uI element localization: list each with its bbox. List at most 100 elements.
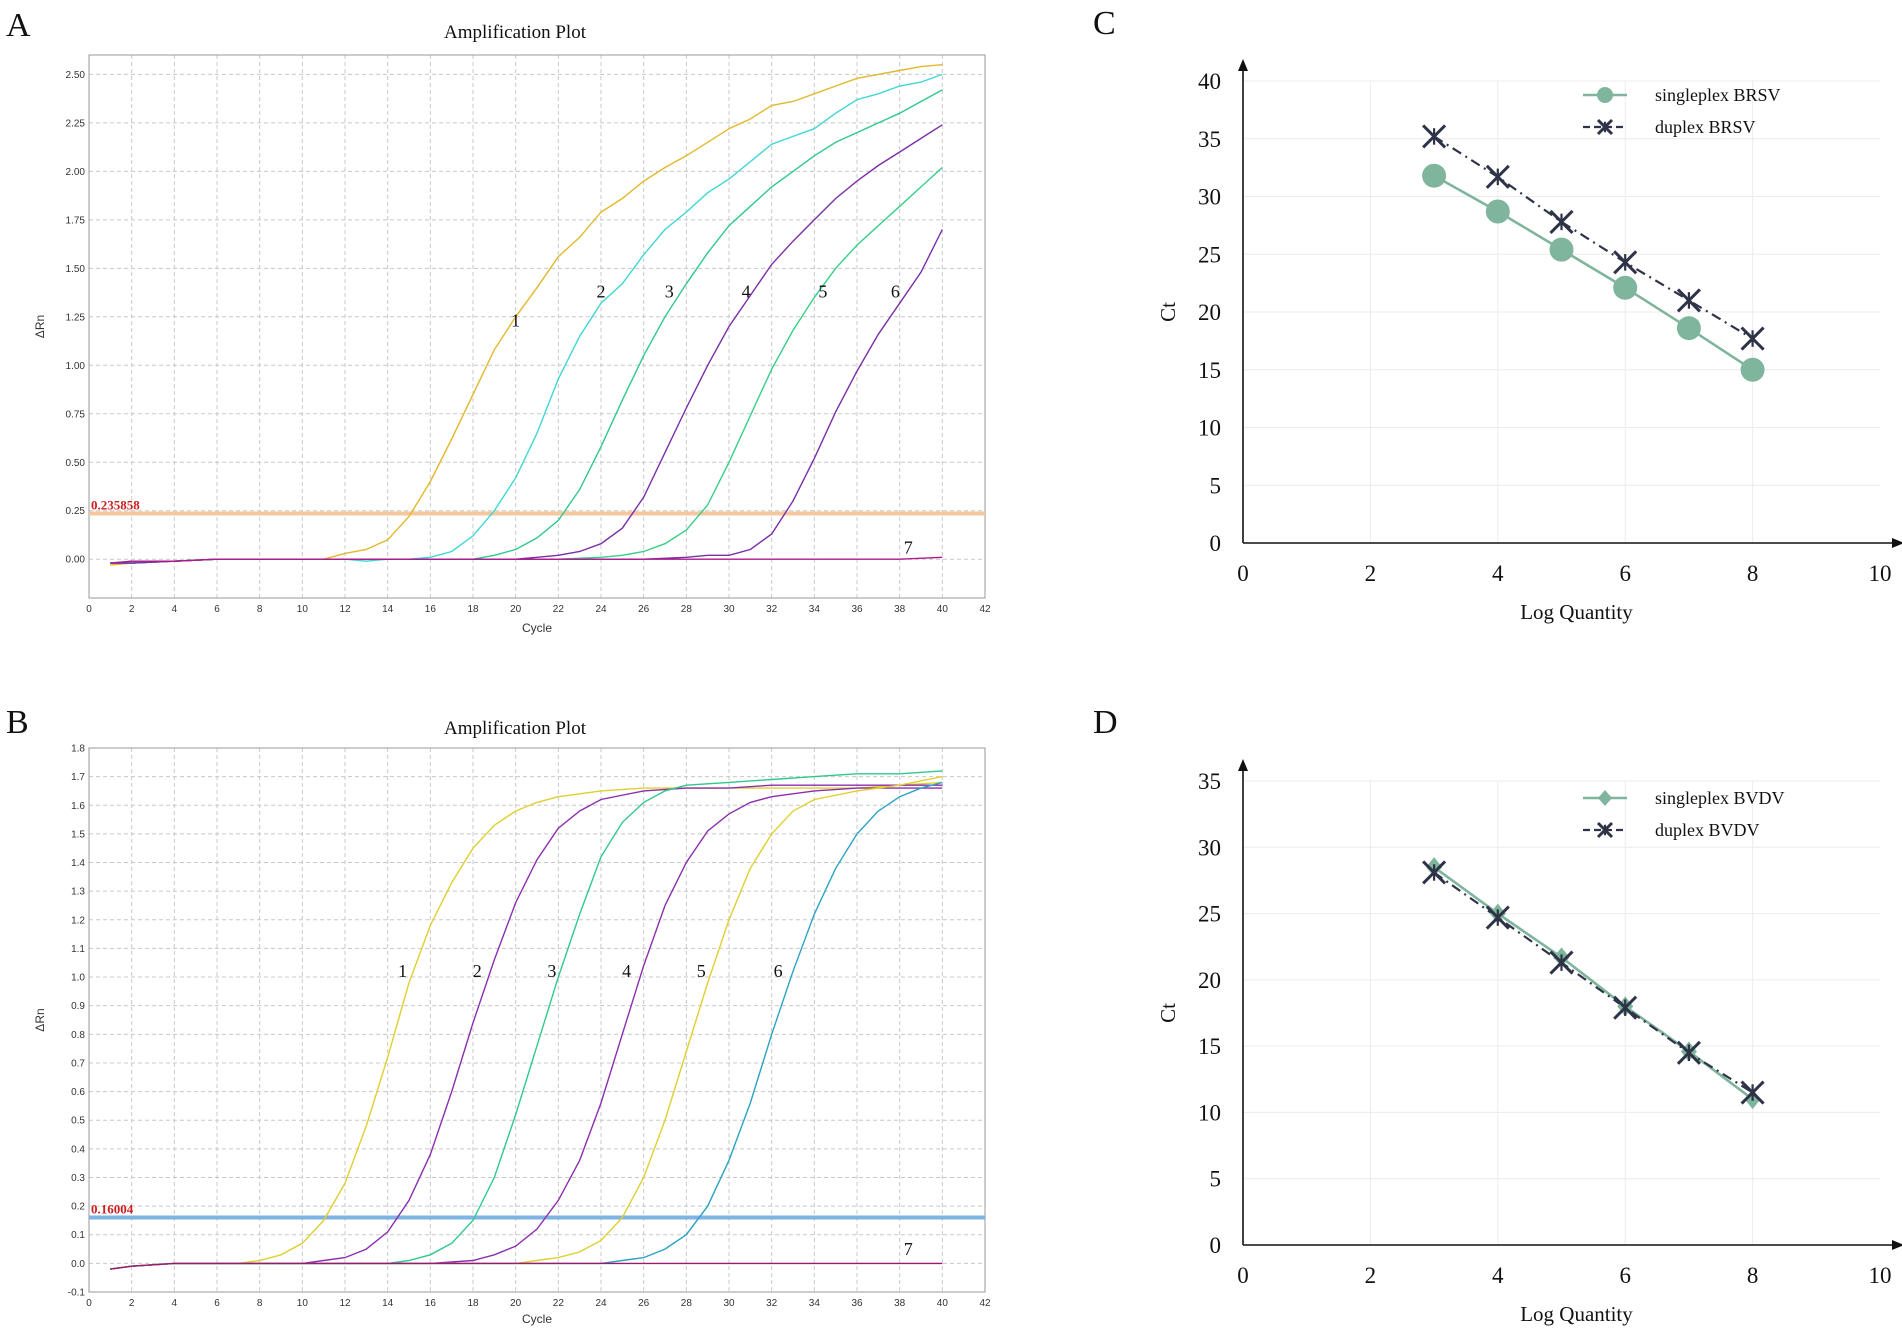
x-axis-arrow — [1892, 538, 1902, 548]
legend-label-singleplex: singleplex BRSV — [1655, 85, 1781, 105]
x-tick-label: 0 — [1237, 561, 1249, 586]
x-tick-label: 26 — [638, 604, 650, 615]
y-tick-label: 1.1 — [71, 944, 85, 955]
y-tick-label: -0.1 — [68, 1288, 86, 1299]
plot-frame — [88, 747, 986, 1293]
curve-label-6: 6 — [891, 281, 900, 301]
x-tick-label: 0 — [1237, 1263, 1249, 1288]
y-tick-label: 10 — [1198, 416, 1221, 441]
duplex-point — [1740, 326, 1765, 351]
x-tick-label: 24 — [595, 604, 607, 615]
duplex-point — [1740, 1080, 1765, 1105]
amplification-curve-1 — [110, 781, 943, 1270]
legend-marker-duplex — [1596, 821, 1614, 839]
singleplex-point — [1613, 275, 1638, 300]
y-tick-label: 35 — [1198, 769, 1221, 794]
y-tick-label: 0.8 — [71, 1030, 85, 1041]
x-tick-label: 8 — [257, 1298, 263, 1309]
x-tick-label: 26 — [638, 1298, 650, 1309]
y-tick-label: 1.7 — [71, 772, 85, 783]
x-tick-label: 28 — [681, 1298, 693, 1309]
legend-label-duplex: duplex BRSV — [1655, 117, 1756, 137]
amplification-curve-2 — [110, 73, 943, 564]
panel-letter-c: C — [1093, 5, 1116, 42]
y-tick-label: 1.75 — [66, 215, 86, 226]
x-axis-title: Cycle — [522, 621, 552, 635]
y-tick-label: 1.00 — [66, 361, 86, 372]
duplex-point — [1613, 250, 1638, 275]
x-tick-label: 30 — [723, 604, 735, 615]
x-tick-label: 36 — [851, 1298, 863, 1309]
y-tick-label: 30 — [1198, 185, 1221, 210]
panel-letter-b: B — [6, 704, 29, 741]
amplification-curve-3 — [110, 770, 943, 1270]
x-tick-label: 18 — [467, 1298, 479, 1309]
y-tick-label: 0.4 — [71, 1144, 85, 1155]
x-axis-title: Log Quantity — [1520, 600, 1633, 624]
y-tick-label: 1.8 — [71, 744, 85, 755]
y-tick-label: 1.0 — [71, 973, 85, 984]
panel-letter-d: D — [1093, 704, 1118, 741]
y-tick-label: 5 — [1210, 473, 1222, 498]
curve-label-4: 4 — [742, 281, 751, 301]
x-tick-label: 2 — [1365, 561, 1377, 586]
y-tick-label: 5 — [1210, 1167, 1222, 1192]
x-tick-label: 22 — [553, 1298, 565, 1309]
curve-label-5: 5 — [818, 281, 827, 301]
y-tick-label: 1.6 — [71, 801, 85, 812]
y-tick-label: 1.50 — [66, 264, 86, 275]
curve-label-3: 3 — [547, 961, 556, 981]
duplex-line — [1433, 871, 1754, 1094]
y-tick-label: 15 — [1198, 1034, 1221, 1059]
y-axis-title: Ct — [1156, 1003, 1180, 1023]
amplification-curve-4 — [110, 124, 943, 564]
x-tick-label: 16 — [425, 1298, 437, 1309]
x-tick-label: 8 — [1747, 561, 1759, 586]
y-tick-label: 10 — [1198, 1100, 1221, 1125]
curve-label-4: 4 — [622, 961, 631, 981]
y-tick-label: 1.4 — [71, 858, 85, 869]
curve-label-3: 3 — [665, 281, 674, 301]
x-tick-label: 16 — [425, 604, 437, 615]
duplex-line — [1433, 135, 1754, 340]
y-axis-title: ΔRn — [33, 1008, 47, 1031]
legend-label-singleplex: singleplex BVDV — [1655, 788, 1785, 808]
x-tick-label: 4 — [172, 604, 178, 615]
y-tick-label: 0.1 — [71, 1230, 85, 1241]
x-tick-label: 10 — [1869, 1263, 1892, 1288]
curve-label-2: 2 — [597, 281, 606, 301]
legend-marker-singleplex — [1597, 87, 1613, 103]
y-tick-label: 0.9 — [71, 1001, 85, 1012]
x-axis-title: Log Quantity — [1520, 1302, 1633, 1326]
x-tick-label: 34 — [809, 1298, 821, 1309]
duplex-point — [1485, 164, 1510, 189]
legend-label-duplex: duplex BVDV — [1655, 820, 1760, 840]
y-tick-label: 0.6 — [71, 1087, 85, 1098]
x-tick-label: 32 — [766, 604, 778, 615]
threshold-value-label: 0.235858 — [91, 497, 140, 512]
y-tick-label: 20 — [1198, 300, 1221, 325]
x-tick-label: 6 — [214, 1298, 220, 1309]
amplification-curve-6 — [110, 781, 943, 1270]
y-tick-label: 0.0 — [71, 1259, 85, 1270]
x-tick-label: 38 — [894, 604, 906, 615]
y-tick-label: 0 — [1210, 531, 1222, 556]
y-tick-label: 35 — [1198, 127, 1221, 152]
curve-label-5: 5 — [697, 961, 706, 981]
x-tick-label: 8 — [257, 604, 263, 615]
duplex-point — [1676, 1040, 1701, 1065]
y-tick-label: 30 — [1198, 835, 1221, 860]
y-tick-label: 40 — [1198, 69, 1221, 94]
x-tick-label: 18 — [467, 604, 479, 615]
x-tick-label: 14 — [382, 1298, 394, 1309]
duplex-point — [1485, 905, 1510, 930]
x-tick-label: 6 — [1619, 561, 1631, 586]
y-axis-arrow — [1238, 59, 1248, 71]
y-tick-label: 1.3 — [71, 887, 85, 898]
x-axis-arrow — [1892, 1240, 1902, 1250]
y-tick-label: 0.7 — [71, 1058, 85, 1069]
x-tick-label: 8 — [1747, 1263, 1759, 1288]
singleplex-point — [1740, 357, 1765, 382]
